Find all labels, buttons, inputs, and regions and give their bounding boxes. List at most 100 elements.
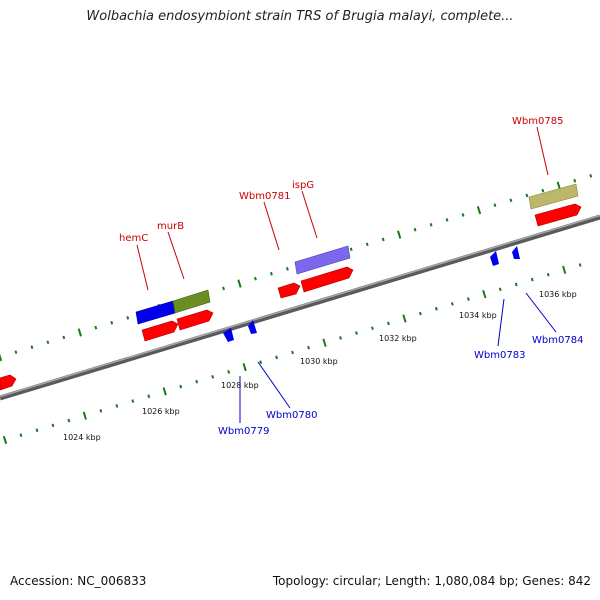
minor-tick	[94, 325, 98, 330]
coordinate-label: 1028 kbp	[221, 381, 259, 390]
major-tick	[77, 328, 82, 337]
minor-tick	[371, 326, 374, 330]
cds-arrow[interactable]	[176, 309, 214, 331]
feature-Wbm0779-arrow[interactable]	[223, 328, 234, 342]
minor-tick	[466, 297, 470, 301]
minor-tick	[275, 355, 279, 360]
upper-tick-track	[0, 174, 593, 362]
minor-tick	[126, 316, 130, 320]
minor-tick	[35, 428, 39, 433]
minor-tick	[110, 320, 114, 325]
accession-text: Accession: NC_006833	[10, 574, 147, 588]
feature-ispG-bar[interactable]	[294, 245, 351, 275]
minor-tick	[46, 340, 50, 345]
minor-tick	[445, 218, 449, 222]
coordinate-label: 1024 kbp	[63, 433, 101, 442]
minor-tick	[450, 302, 454, 306]
minor-tick	[195, 379, 199, 384]
gene-label-Wbm0784[interactable]: Wbm0784	[532, 335, 583, 346]
cds-arrow[interactable]	[300, 266, 354, 293]
minor-tick	[51, 423, 55, 428]
minor-tick	[578, 263, 582, 267]
minor-tick	[541, 188, 545, 193]
minor-tick	[461, 213, 465, 217]
major-tick	[476, 205, 482, 215]
major-tick	[482, 290, 487, 299]
gene-label-Wbm0780[interactable]: Wbm0780	[266, 410, 317, 421]
minor-tick	[573, 178, 577, 183]
cds-arrow[interactable]	[141, 320, 179, 342]
major-tick	[82, 411, 87, 420]
gene-label-Wbm0781[interactable]: Wbm0781	[239, 191, 290, 202]
minor-tick	[589, 174, 593, 178]
minor-tick	[493, 203, 497, 207]
feature-Wbm0784-arrow[interactable]	[512, 246, 520, 259]
reverse-feature-track	[223, 246, 520, 342]
feature-Wbm0780-arrow[interactable]	[248, 320, 257, 334]
minor-tick	[498, 287, 502, 292]
minor-tick	[259, 360, 263, 364]
gene-label-Wbm0785[interactable]: Wbm0785	[512, 116, 563, 127]
minor-tick	[339, 336, 342, 340]
minor-tick	[62, 335, 66, 340]
gene-label-murB[interactable]: murB	[157, 221, 184, 232]
cds-arrow[interactable]	[534, 203, 582, 227]
coordinate-labels: 1024 kbp 1026 kbp 1028 kbp 1030 kbp 1032…	[63, 290, 577, 442]
forward-gene-labels: hemC murB Wbm0781 ispG Wbm0785	[119, 116, 563, 244]
minor-tick	[270, 271, 273, 276]
minor-tick	[99, 409, 103, 413]
major-tick	[242, 363, 247, 372]
minor-tick	[227, 370, 231, 374]
coordinate-label: 1036 kbp	[539, 290, 577, 299]
feature-murB-bar[interactable]	[172, 289, 211, 314]
minor-tick	[413, 227, 417, 232]
minor-tick	[530, 277, 534, 282]
minor-tick	[14, 350, 18, 354]
minor-tick	[211, 374, 215, 379]
gene-label-Wbm0783[interactable]: Wbm0783	[474, 350, 525, 361]
minor-tick	[355, 331, 358, 335]
minor-tick	[418, 311, 422, 316]
feature-Wbm0783-arrow[interactable]	[490, 251, 499, 266]
major-tick	[0, 353, 3, 362]
minor-tick	[525, 193, 529, 198]
minor-tick	[509, 198, 513, 203]
major-tick	[402, 314, 407, 323]
minor-tick	[387, 321, 390, 326]
lower-tick-track	[2, 263, 582, 445]
coordinate-label: 1032 kbp	[379, 334, 417, 343]
minor-tick	[222, 286, 225, 291]
forward-feature-track	[0, 183, 582, 391]
minor-tick	[546, 272, 550, 277]
major-tick	[397, 230, 402, 239]
coordinate-label: 1030 kbp	[300, 357, 338, 366]
minor-tick	[131, 399, 135, 403]
feature-hemC-bar[interactable]	[135, 300, 176, 325]
coordinate-label: 1034 kbp	[459, 311, 497, 320]
major-tick	[562, 265, 567, 274]
major-tick	[322, 338, 327, 347]
gene-label-Wbm0779[interactable]: Wbm0779	[218, 426, 269, 437]
minor-tick	[429, 222, 433, 227]
minor-tick	[30, 345, 34, 349]
minor-tick	[115, 404, 119, 408]
coordinate-label: 1026 kbp	[142, 407, 180, 416]
gene-label-ispG[interactable]: ispG	[292, 180, 314, 191]
minor-tick	[365, 242, 369, 247]
feature-Wbm0785-bar[interactable]	[528, 183, 579, 210]
gene-label-hemC[interactable]: hemC	[119, 233, 148, 244]
cds-arrow[interactable]	[277, 282, 301, 299]
genome-backbone	[0, 214, 600, 401]
map-title: Wolbachia endosymbiont strain TRS of Bru…	[86, 9, 514, 24]
minor-tick	[434, 306, 438, 311]
major-tick	[162, 387, 167, 396]
minor-tick	[381, 237, 385, 242]
major-tick	[556, 181, 561, 190]
major-tick	[2, 435, 8, 445]
minor-tick	[285, 266, 289, 271]
minor-tick	[67, 418, 71, 423]
minor-tick	[254, 276, 257, 281]
reverse-gene-labels: Wbm0779 Wbm0780 Wbm0783 Wbm0784	[218, 335, 583, 437]
major-tick	[237, 279, 242, 288]
cds-arrow[interactable]	[0, 374, 17, 391]
